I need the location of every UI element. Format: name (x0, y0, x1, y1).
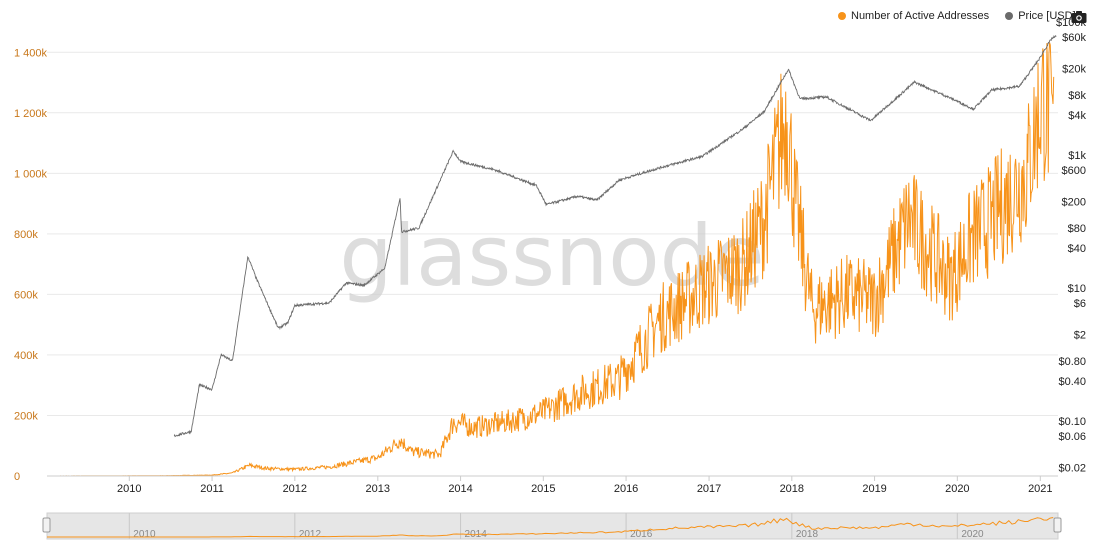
y-left-tick-label: 1 400k (14, 47, 48, 59)
navigator-tick-label: 2010 (133, 529, 156, 540)
navigator-handle-right[interactable] (1053, 517, 1062, 533)
y-right-tick-label: $0.06 (1058, 431, 1086, 443)
y-left-tick-label: 400k (14, 350, 38, 362)
y-right-tick-label: $0.80 (1058, 356, 1086, 368)
x-tick-label: 2021 (1028, 483, 1052, 495)
legend: Number of Active Addresses Price [USD] (838, 10, 1076, 22)
series-price-line (173, 35, 1057, 438)
navigator-tick-label: 2012 (299, 529, 322, 540)
y-right-tick-label: $0.40 (1058, 376, 1086, 388)
navigator-tick-label: 2020 (961, 529, 984, 540)
y-left-tick-label: 600k (14, 289, 38, 301)
y-left-axis: 0 200k 400k 600k 800k 1 000k 1 200k 1 400k (14, 47, 48, 483)
y-right-tick-label: $1k (1068, 150, 1086, 162)
navigator-tick-label: 2018 (796, 529, 819, 540)
y-left-tick-label: 0 (14, 471, 20, 483)
series-active-addresses-line (47, 42, 1055, 477)
legend-item-price[interactable]: Price [USD] (1005, 10, 1076, 22)
legend-label-price: Price [USD] (1018, 10, 1076, 22)
navigator-tick-label: 2016 (630, 529, 653, 540)
y-left-tick-label: 200k (14, 410, 38, 422)
legend-dot-active (838, 12, 846, 20)
y-left-tick-label: 1 000k (14, 168, 48, 180)
x-tick-label: 2014 (448, 483, 472, 495)
y-right-tick-label: $4k (1068, 110, 1086, 122)
x-tick-label: 2019 (862, 483, 886, 495)
y-right-tick-label: $0.02 (1058, 463, 1086, 475)
legend-dot-price (1005, 12, 1014, 20)
camera-icon[interactable] (1071, 10, 1087, 24)
x-tick-label: 2013 (366, 483, 390, 495)
y-right-tick-label: $6 (1074, 298, 1086, 310)
series-price (173, 35, 1057, 438)
y-right-tick-label: $40 (1068, 243, 1086, 255)
navigator-handle-left[interactable] (42, 517, 51, 533)
x-tick-label: 2012 (283, 483, 307, 495)
x-tick-label: 2010 (117, 483, 141, 495)
y-left-tick-label: 800k (14, 229, 38, 241)
y-right-tick-label: $8k (1068, 90, 1086, 102)
y-right-tick-label: $80 (1068, 223, 1086, 235)
x-tick-label: 2011 (200, 483, 224, 495)
grid (47, 51, 1058, 477)
y-left-tick-label: 1 200k (14, 108, 48, 120)
navigator-series-line (47, 517, 1054, 538)
y-right-axis: $0.02 $0.06 $0.10 $0.40 $0.80 $2 $6 $10 $40 $80 $2… (1056, 17, 1086, 475)
legend-item-active-addresses[interactable]: Number of Active Addresses (838, 10, 989, 22)
y-right-tick-label: $10 (1068, 283, 1086, 295)
y-right-tick-label: $60k (1062, 32, 1086, 44)
y-right-tick-label: $200 (1062, 197, 1086, 209)
x-tick-label: 2018 (780, 483, 804, 495)
x-tick-label: 2020 (945, 483, 969, 495)
y-right-tick-label: $0.10 (1058, 416, 1086, 428)
y-right-tick-label: $2 (1074, 330, 1086, 342)
x-tick-label: 2017 (697, 483, 721, 495)
x-tick-label: 2016 (614, 483, 638, 495)
series-active-addresses (47, 42, 1055, 477)
x-tick-label: 2015 (531, 483, 555, 495)
watermark: glassnode (339, 207, 764, 305)
y-right-tick-label: $600 (1062, 165, 1086, 177)
x-axis: 2010 2011 2012 2013 2014 2015 2016 2017 2018 2019… (47, 475, 1058, 495)
navigator-background (46, 512, 1059, 540)
navigator[interactable]: 2010 2012 2014 2016 2018 2020 (42, 512, 1062, 540)
legend-label-active: Number of Active Addresses (851, 10, 990, 22)
y-right-tick-label: $20k (1062, 64, 1086, 76)
